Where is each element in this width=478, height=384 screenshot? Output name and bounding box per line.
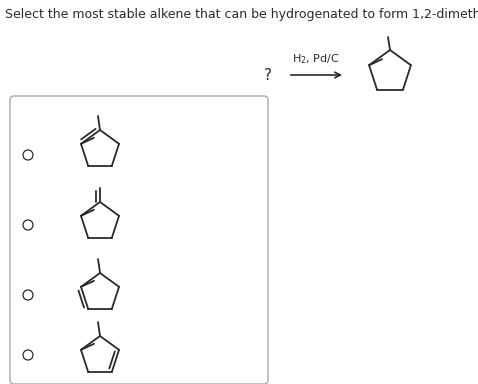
Circle shape xyxy=(23,150,33,160)
Circle shape xyxy=(23,350,33,360)
Circle shape xyxy=(23,290,33,300)
Text: ?: ? xyxy=(264,68,272,83)
Text: H$_2$, Pd/C: H$_2$, Pd/C xyxy=(292,52,340,66)
Circle shape xyxy=(23,220,33,230)
FancyBboxPatch shape xyxy=(10,96,268,384)
Text: Select the most stable alkene that can be hydrogenated to form 1,2-dimethylcyclo: Select the most stable alkene that can b… xyxy=(5,8,478,21)
